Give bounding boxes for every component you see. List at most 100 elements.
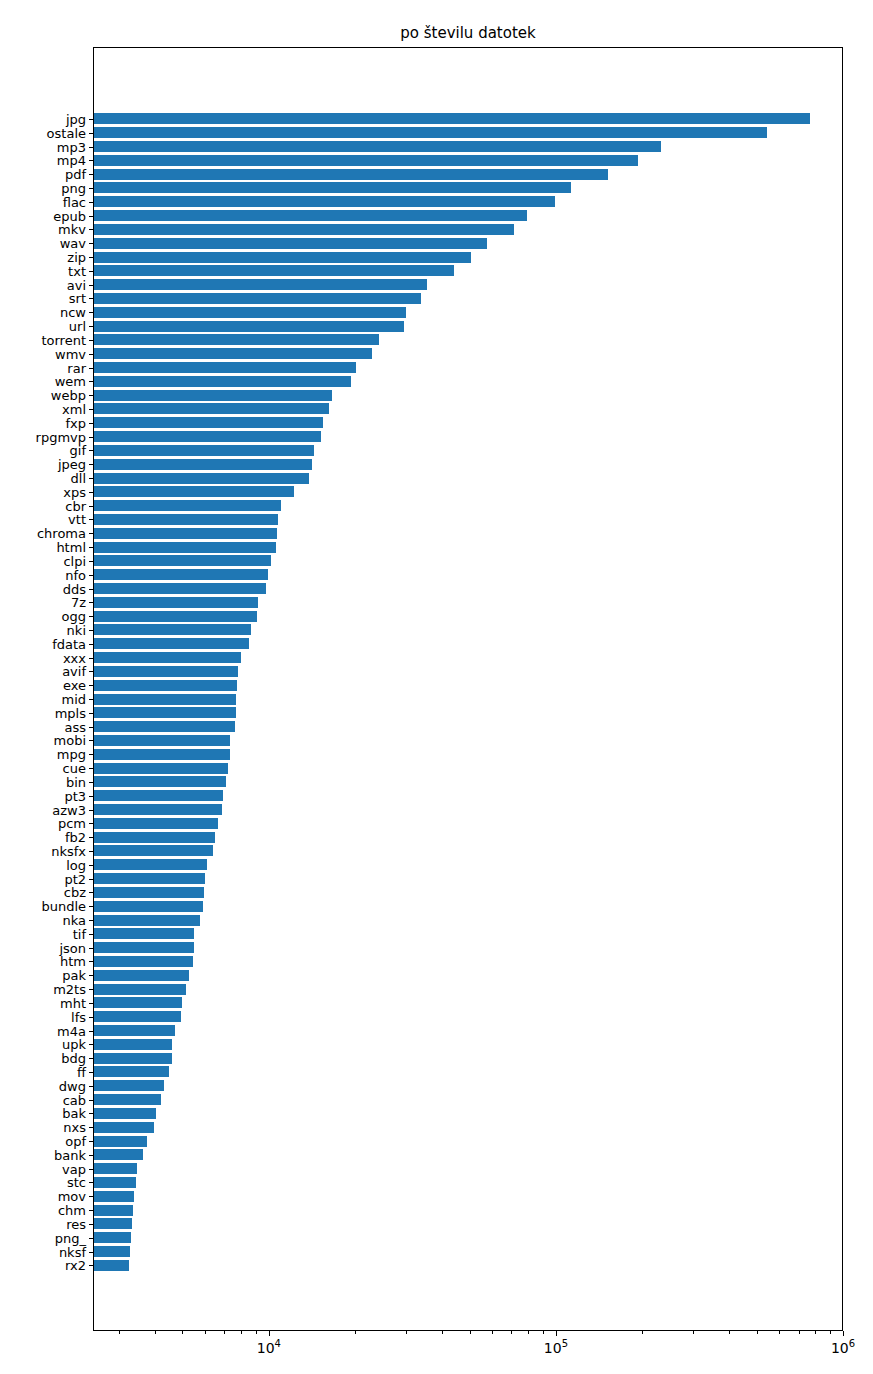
bar-row: txt	[93, 264, 843, 278]
bar-bin	[93, 776, 226, 787]
bar-ff	[93, 1066, 169, 1077]
y-tick-label: jpeg	[58, 458, 86, 471]
x-axis-minor-tick	[256, 1331, 257, 1334]
bar-row: html	[93, 540, 843, 554]
bar-rx2	[93, 1260, 129, 1271]
bar-ass	[93, 721, 235, 732]
bar-row: srt	[93, 292, 843, 306]
y-tick-label: pdf	[65, 168, 86, 181]
bar-vap	[93, 1163, 137, 1174]
bar-cbz	[93, 887, 204, 898]
x-axis-minor-tick	[799, 1331, 800, 1334]
bar-row: mp3	[93, 140, 843, 154]
bar-pt2	[93, 873, 205, 884]
bar-opf	[93, 1136, 147, 1147]
bar-row: bdg	[93, 1051, 843, 1065]
y-tick-label: webp	[51, 389, 86, 402]
bar-row: mobi	[93, 734, 843, 748]
y-tick-label: m2ts	[53, 983, 86, 996]
bar-row: log	[93, 858, 843, 872]
bar-row: flac	[93, 195, 843, 209]
y-tick-label: rpgmvp	[36, 430, 86, 443]
bar-row: fb2	[93, 830, 843, 844]
y-tick-label: cbr	[65, 499, 86, 512]
bar-nksfx	[93, 845, 213, 856]
bar-row: mov	[93, 1189, 843, 1203]
x-axis-major-tick	[843, 1331, 844, 1336]
bar-mpg	[93, 749, 230, 760]
bar-row: cue	[93, 761, 843, 775]
bar-7z	[93, 597, 258, 608]
bar-row: tif	[93, 927, 843, 941]
y-tick-label: dds	[63, 582, 86, 595]
y-tick-label: pt3	[64, 789, 86, 802]
bar-htm	[93, 956, 193, 967]
bar-row: res	[93, 1217, 843, 1231]
bar-row: chroma	[93, 526, 843, 540]
bar-row: zip	[93, 250, 843, 264]
bar-lfs	[93, 1011, 181, 1022]
bar-nka	[93, 915, 200, 926]
y-tick-label: mid	[61, 693, 86, 706]
y-tick-label: cbz	[64, 886, 86, 899]
bar-mpls	[93, 707, 236, 718]
bar-avif	[93, 666, 238, 677]
bar-row: pcm	[93, 816, 843, 830]
x-axis-minor-tick	[205, 1331, 206, 1334]
figure: po številu datotek jpgostalemp3mp4pdfpng…	[0, 0, 873, 1374]
y-tick-label: chm	[58, 1204, 86, 1217]
bar-html	[93, 542, 276, 553]
bar-m2ts	[93, 984, 186, 995]
y-tick-label: avif	[62, 665, 86, 678]
bar-row: avif	[93, 665, 843, 679]
bar-bundle	[93, 901, 203, 912]
bar-nfo	[93, 569, 268, 580]
y-tick-label: pcm	[58, 817, 86, 830]
bar-chm	[93, 1205, 133, 1216]
y-tick-label: tif	[73, 927, 86, 940]
x-axis-minor-tick	[241, 1331, 242, 1334]
y-tick-label: mpg	[57, 748, 86, 761]
bar-row: dds	[93, 582, 843, 596]
bar-row: bin	[93, 775, 843, 789]
y-tick-label: upk	[62, 1038, 86, 1051]
bar-row: htm	[93, 955, 843, 969]
bar-row: bundle	[93, 899, 843, 913]
y-tick-label: dwg	[59, 1079, 86, 1092]
bar-row: rar	[93, 361, 843, 375]
x-tick-label: 104	[257, 1340, 281, 1357]
x-axis-minor-tick	[729, 1331, 730, 1334]
bar-png	[93, 182, 571, 193]
x-axis-minor-tick	[528, 1331, 529, 1334]
bar-mht	[93, 997, 182, 1008]
x-axis-minor-tick	[406, 1331, 407, 1334]
y-tick-label: vtt	[68, 513, 86, 526]
y-tick-label: wmv	[55, 347, 86, 360]
y-tick-label: flac	[63, 195, 86, 208]
bar-row: png	[93, 181, 843, 195]
y-tick-label: ogg	[62, 610, 86, 623]
bar-row: exe	[93, 678, 843, 692]
bar-upk	[93, 1039, 172, 1050]
y-tick-label: pt2	[64, 872, 86, 885]
bar-nxs	[93, 1122, 154, 1133]
bar-json	[93, 942, 194, 953]
bar-pdf	[93, 169, 608, 180]
y-tick-label: ncw	[60, 306, 86, 319]
bar-mp3	[93, 141, 661, 152]
bar-row: lfs	[93, 1010, 843, 1024]
bar-bank	[93, 1149, 143, 1160]
y-tick-label: nki	[67, 623, 86, 636]
bar-row: jpg	[93, 112, 843, 126]
y-tick-label: opf	[65, 1135, 86, 1148]
bar-row: cbz	[93, 886, 843, 900]
y-tick-label: htm	[60, 955, 86, 968]
bar-row: wmv	[93, 347, 843, 361]
y-tick-label: zip	[67, 251, 86, 264]
bar-row: xps	[93, 485, 843, 499]
bar-row: nki	[93, 623, 843, 637]
bar-row: cab	[93, 1093, 843, 1107]
bar-row: jpeg	[93, 457, 843, 471]
y-tick-label: xxx	[63, 651, 86, 664]
y-tick-label: dll	[71, 472, 86, 485]
